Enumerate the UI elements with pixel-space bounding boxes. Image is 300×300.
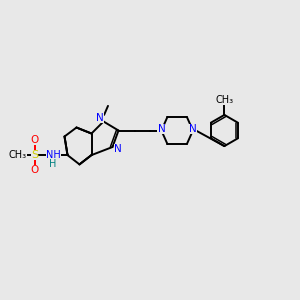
Text: CH₃: CH₃	[8, 150, 26, 160]
Text: CH₃: CH₃	[215, 95, 233, 105]
Text: N: N	[114, 144, 122, 154]
Text: H: H	[50, 159, 57, 169]
Text: N: N	[158, 124, 165, 134]
Text: NH: NH	[46, 150, 61, 160]
Text: O: O	[30, 165, 39, 175]
Text: O: O	[30, 135, 39, 145]
Text: N: N	[96, 112, 104, 123]
Text: S: S	[31, 150, 38, 160]
Text: N: N	[189, 124, 197, 134]
